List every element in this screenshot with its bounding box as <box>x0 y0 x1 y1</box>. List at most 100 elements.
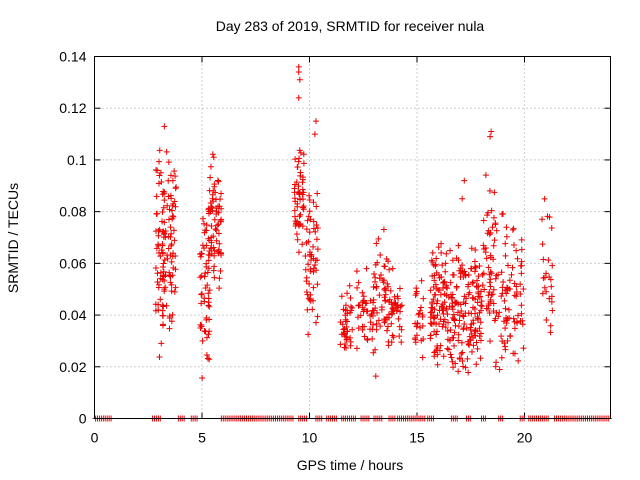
data-point <box>305 295 312 302</box>
data-point <box>461 320 468 327</box>
data-point <box>382 297 389 304</box>
data-point <box>384 323 391 330</box>
data-point <box>342 302 349 309</box>
data-point <box>300 151 307 158</box>
data-point <box>198 300 205 307</box>
y-tick-label: 0 <box>79 411 87 427</box>
data-point <box>545 257 552 264</box>
plot-frame <box>94 56 611 419</box>
data-point <box>155 301 162 308</box>
data-point <box>197 253 204 260</box>
data-point <box>489 224 496 231</box>
y-tick-label: 0.14 <box>59 49 86 65</box>
data-point <box>511 325 518 332</box>
data-point <box>210 154 217 161</box>
data-point <box>337 341 344 348</box>
data-point <box>206 303 213 310</box>
data-point <box>514 312 521 319</box>
data-point <box>311 131 318 138</box>
data-point <box>456 317 463 324</box>
data-point <box>208 204 215 211</box>
data-point <box>162 284 169 291</box>
data-point <box>208 203 215 210</box>
data-point <box>453 299 460 306</box>
data-point <box>455 242 462 249</box>
data-point <box>468 321 475 328</box>
data-point <box>486 271 493 278</box>
data-point <box>474 299 481 306</box>
data-point <box>458 307 465 314</box>
data-point <box>154 167 161 174</box>
data-point <box>454 309 461 316</box>
data-point <box>292 217 299 224</box>
data-point <box>491 189 498 196</box>
data-point <box>418 337 425 344</box>
data-point <box>539 290 546 297</box>
data-point <box>443 250 450 257</box>
data-point <box>168 230 175 237</box>
data-point <box>198 291 205 298</box>
data-point <box>208 234 215 241</box>
data-point <box>167 192 174 199</box>
data-point <box>297 149 304 156</box>
data-point <box>487 133 494 140</box>
data-point <box>490 286 497 293</box>
data-point <box>430 315 437 322</box>
data-point <box>377 323 384 330</box>
data-point <box>340 306 347 313</box>
data-point <box>509 264 516 271</box>
data-point <box>396 285 403 292</box>
data-point <box>420 295 427 302</box>
data-point <box>440 285 447 291</box>
data-point <box>489 291 496 298</box>
data-point <box>437 342 444 349</box>
y-tick-label: 0.02 <box>59 359 86 375</box>
data-point <box>168 258 175 265</box>
data-point <box>159 209 166 216</box>
data-point <box>465 281 472 288</box>
data-point <box>291 207 298 214</box>
data-point <box>300 189 307 196</box>
data-point <box>447 247 454 254</box>
data-point <box>166 325 173 332</box>
data-point <box>473 283 480 290</box>
data-point <box>305 238 312 245</box>
data-point <box>548 283 555 290</box>
data-point <box>296 191 303 198</box>
data-point <box>412 292 419 299</box>
data-point <box>461 293 468 300</box>
data-point <box>292 156 299 163</box>
data-point <box>205 265 212 272</box>
data-point <box>443 283 450 290</box>
data-point <box>372 373 379 380</box>
data-point <box>215 178 222 185</box>
data-point <box>158 247 165 254</box>
data-point <box>199 374 206 381</box>
data-point <box>374 309 381 316</box>
data-point <box>206 187 213 194</box>
data-points <box>92 63 612 422</box>
data-point <box>169 213 176 220</box>
data-point <box>546 274 553 281</box>
data-point <box>460 363 467 370</box>
data-point <box>208 223 215 230</box>
data-point <box>468 310 475 317</box>
data-point <box>455 337 462 344</box>
data-point <box>154 270 161 277</box>
y-tick-label: 0.12 <box>59 100 86 116</box>
data-point <box>205 251 212 258</box>
data-point <box>483 255 490 262</box>
data-point <box>507 332 514 339</box>
data-point <box>158 179 165 186</box>
data-point <box>207 208 214 215</box>
data-point <box>509 226 516 233</box>
data-point <box>431 291 438 298</box>
data-point <box>548 298 555 305</box>
data-point <box>447 327 454 334</box>
data-point <box>520 345 527 352</box>
data-point <box>396 323 403 330</box>
data-point <box>434 312 441 319</box>
data-point <box>432 263 439 270</box>
data-point <box>393 307 400 314</box>
data-point <box>464 355 471 362</box>
